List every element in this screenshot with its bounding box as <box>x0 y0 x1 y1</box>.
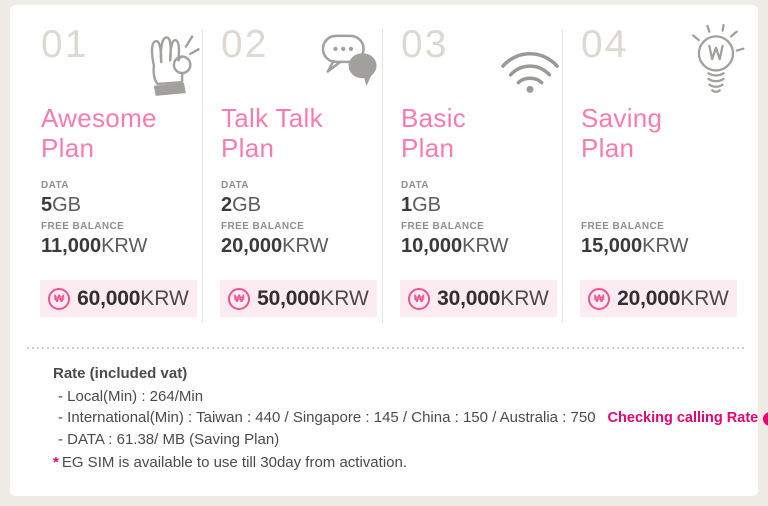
won-circle-icon: ₩ <box>48 287 71 310</box>
lightbulb-icon <box>680 21 750 101</box>
checking-calling-rate-link[interactable]: Checking calling Rate▶ <box>608 408 768 429</box>
plan-title: Basic Plan <box>401 103 467 163</box>
plan-card-basic: 03 Basic Plan DATA 1GB FREE BALANCE 10,00… <box>400 5 580 327</box>
rate-line-data: - DATA : 61.38/ MB (Saving Plan) <box>58 431 280 448</box>
rates-heading: Rate (included vat) <box>53 365 188 382</box>
free-balance-label: FREE BALANCE <box>221 221 305 232</box>
plan-card-talk-talk: 02 Talk Talk Plan DATA 2GB FREE BALANCE 2… <box>220 5 400 327</box>
plan-number: 04 <box>581 23 629 66</box>
plan-data-spec: DATA 1GB <box>401 180 441 217</box>
plans-card: 01 Awesome Plan DATA 5GB FREE BALANCE 11,… <box>10 5 768 496</box>
plan-number: 02 <box>221 23 269 66</box>
won-circle-icon: ₩ <box>408 287 431 310</box>
plan-number: 01 <box>41 23 89 66</box>
price-value: 30,000 <box>437 286 501 310</box>
free-balance-label: FREE BALANCE <box>581 221 665 232</box>
price-value: 60,000 <box>77 286 141 310</box>
price-unit: KRW <box>680 286 729 310</box>
plan-title: Saving Plan <box>581 103 663 163</box>
free-balance-value: 15,000KRW <box>581 235 689 257</box>
plan-data-spec: DATA 2GB <box>221 180 261 217</box>
rate-line-international: - International(Min) : Taiwan : 440 / Si… <box>58 407 768 429</box>
data-label: DATA <box>401 180 429 191</box>
data-value: 5GB <box>41 194 82 216</box>
price-unit: KRW <box>320 286 369 310</box>
price-box: ₩ 30,000 KRW <box>400 280 557 317</box>
rates-section: Rate (included vat) - Local(Min) : 264/M… <box>53 363 768 473</box>
column-divider <box>562 29 563 323</box>
activation-note: * EG SIM is available to use till 30day f… <box>53 452 768 473</box>
column-divider <box>202 29 203 323</box>
play-circle-icon[interactable]: ▶ <box>763 411 768 426</box>
plan-balance-spec: FREE BALANCE 11,000KRW <box>41 221 147 258</box>
rate-line-local: - Local(Min) : 264/Min <box>58 388 204 405</box>
free-balance-value: 10,000KRW <box>401 235 509 257</box>
price-value: 50,000 <box>257 286 321 310</box>
price-unit: KRW <box>500 286 549 310</box>
won-circle-icon: ₩ <box>228 287 251 310</box>
plan-number: 03 <box>401 23 449 66</box>
plan-balance-spec: FREE BALANCE 20,000KRW <box>221 221 328 258</box>
plan-card-saving: 04 Saving Plan FREE BALANCE 15,000KRW ₩ <box>580 5 760 327</box>
data-value: 1GB <box>401 194 442 216</box>
free-balance-value: 20,000KRW <box>221 235 329 257</box>
talk-bubbles-icon <box>320 31 380 87</box>
won-circle-icon: ₩ <box>588 287 611 310</box>
price-unit: KRW <box>140 286 189 310</box>
plan-balance-spec: FREE BALANCE 15,000KRW <box>581 221 688 258</box>
price-box: ₩ 20,000 KRW <box>580 280 737 317</box>
data-value: 2GB <box>221 194 262 216</box>
asterisk-marker: * <box>53 454 59 471</box>
wifi-icon <box>498 45 562 95</box>
price-box: ₩ 60,000 KRW <box>40 280 197 317</box>
plan-data-spec: DATA 5GB <box>41 180 81 217</box>
rate-line-international-text: - International(Min) : Taiwan : 440 / Si… <box>58 409 596 426</box>
plan-card-awesome: 01 Awesome Plan DATA 5GB FREE BALANCE 11,… <box>40 5 220 327</box>
plan-balance-spec: FREE BALANCE 10,000KRW <box>401 221 508 258</box>
free-balance-label: FREE BALANCE <box>41 221 125 232</box>
ok-hand-icon <box>142 27 204 99</box>
free-balance-value: 11,000KRW <box>41 235 148 257</box>
column-divider <box>382 29 383 323</box>
dotted-separator <box>27 347 745 349</box>
price-value: 20,000 <box>617 286 681 310</box>
price-box: ₩ 50,000 KRW <box>220 280 377 317</box>
free-balance-label: FREE BALANCE <box>401 221 485 232</box>
plan-title: Talk Talk Plan <box>221 103 323 163</box>
data-label: DATA <box>221 180 249 191</box>
plan-title: Awesome Plan <box>41 103 157 163</box>
note-text: EG SIM is available to use till 30day fr… <box>61 454 407 471</box>
data-label: DATA <box>41 180 69 191</box>
